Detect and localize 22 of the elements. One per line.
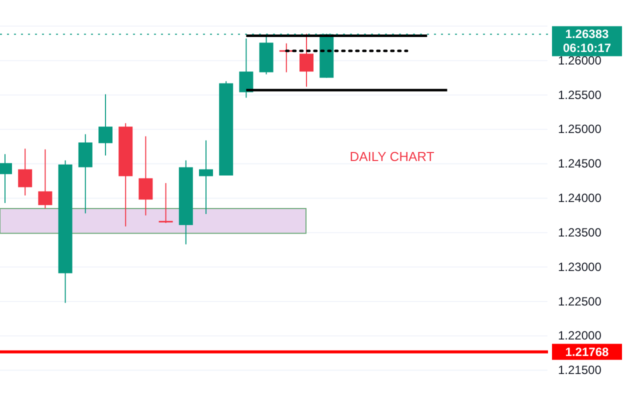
candlestick [199,140,213,215]
y-tick-label: 1.25500 [558,88,602,102]
ref-line-label: 1.21768 [565,344,610,359]
annotation: DAILY CHART [350,149,434,164]
text: 06:10:17 [562,41,612,56]
y-tick-label: 1.22000 [558,328,602,343]
y-tick-label: 1.24000 [558,191,602,206]
candlestick [300,33,314,88]
y-tick-label: 1.25000 [558,122,602,136]
y-tick-label: 1.23500 [558,225,602,240]
y-tick-label: 1.26000 [558,53,602,68]
y-tick-label: 1.23000 [558,260,602,274]
candlestick [138,136,153,216]
candlestick [38,148,52,210]
y-tick-label: 1.21500 [558,363,602,378]
candlestick [18,148,32,196]
candlestick [98,94,112,156]
y-tick-label: 1.22500 [558,294,602,308]
candlestick [239,38,254,98]
y-tick-label: 1.24500 [558,156,602,171]
ref-line-label: 1.26383 [565,27,610,42]
candlestick [158,182,173,224]
